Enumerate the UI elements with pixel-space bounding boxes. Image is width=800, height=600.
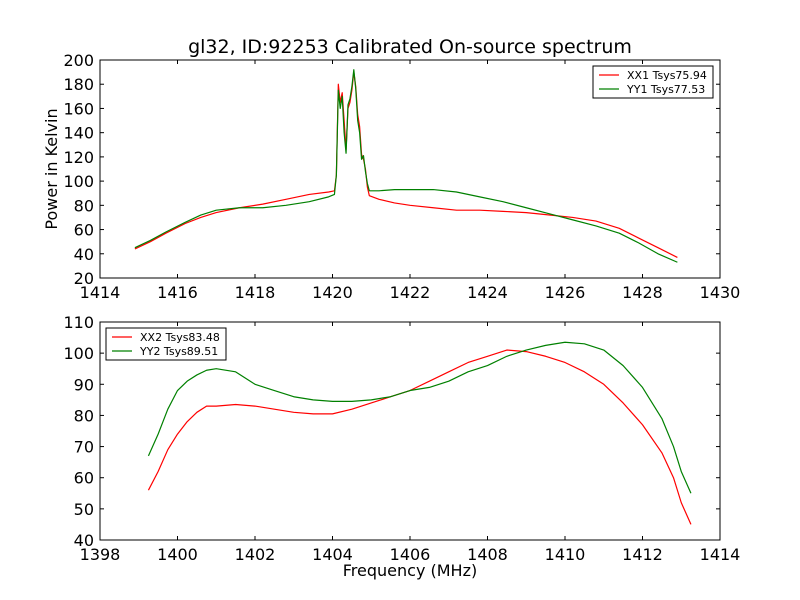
top-x-tick-label: 1416 — [157, 283, 198, 302]
bottom-y-tick-label: 80 — [74, 406, 94, 425]
top-y-axis-label: Power in Kelvin — [42, 108, 61, 229]
bottom-y-tick-label: 50 — [74, 500, 94, 519]
top-y-tick-label: 80 — [74, 196, 94, 215]
bottom-legend-box — [105, 327, 227, 361]
top-series-line-2 — [134, 69, 678, 263]
top-legend-label-2: YY1 Tsys77.53 — [626, 83, 705, 96]
bottom-x-tick-label: 1412 — [622, 545, 663, 564]
bottom-y-tick-label: 110 — [63, 313, 94, 332]
bottom-x-tick-label: 1408 — [467, 545, 508, 564]
top-x-tick-label: 1418 — [235, 283, 276, 302]
top-y-tick-label: 180 — [63, 75, 94, 94]
top-y-tick-label: 160 — [63, 99, 94, 118]
top-y-tick-label: 140 — [63, 124, 94, 143]
bottom-x-tick-label: 1404 — [312, 545, 353, 564]
top-y-tick-label: 40 — [74, 245, 94, 264]
chart-title: gl32, ID:92253 Calibrated On-source spec… — [188, 36, 632, 58]
top-x-tick-label: 1430 — [700, 283, 741, 302]
bottom-x-tick-label: 1398 — [80, 545, 121, 564]
bottom-y-tick-label: 90 — [74, 375, 94, 394]
bottom-y-tick-label: 70 — [74, 438, 94, 457]
bottom-x-axis-label: Frequency (MHz) — [343, 561, 477, 580]
top-y-tick-label: 20 — [74, 269, 94, 288]
top-x-tick-label: 1414 — [80, 283, 121, 302]
bottom-legend-label-1: XX2 Tsys83.48 — [140, 331, 220, 344]
top-panel: 1414 1416 1418 1420 1422 1424 1426 1428 1430 20 40… — [42, 51, 740, 302]
top-x-tick-label: 1424 — [467, 283, 508, 302]
bottom-y-tick-label: 60 — [74, 469, 94, 488]
bottom-x-tick-label: 1410 — [545, 545, 586, 564]
top-y-tick-label: 100 — [63, 172, 94, 191]
bottom-series-line-2 — [147, 341, 692, 494]
top-y-tick-label: 200 — [63, 51, 94, 70]
bottom-y-tick-label: 40 — [74, 531, 94, 550]
top-x-tick-label: 1428 — [622, 283, 663, 302]
top-y-tick-label: 60 — [74, 221, 94, 240]
top-y-tick-label: 120 — [63, 148, 94, 167]
top-legend-box — [592, 65, 714, 99]
bottom-x-tick-label: 1406 — [390, 545, 431, 564]
bottom-panel: 1398 1400 1402 1404 1406 1408 1410 1412 1414 40 50… — [63, 313, 740, 580]
bottom-x-tick-label: 1402 — [235, 545, 276, 564]
top-legend-label-1: XX1 Tsys75.94 — [627, 69, 707, 82]
bottom-x-tick-label: 1400 — [157, 545, 198, 564]
top-x-tick-label: 1420 — [312, 283, 353, 302]
top-x-tick-label: 1422 — [390, 283, 431, 302]
bottom-x-tick-label: 1414 — [700, 545, 741, 564]
bottom-y-tick-label: 100 — [63, 344, 94, 363]
bottom-legend-label-2: YY2 Tsys89.51 — [139, 345, 218, 358]
top-x-tick-label: 1426 — [545, 283, 586, 302]
